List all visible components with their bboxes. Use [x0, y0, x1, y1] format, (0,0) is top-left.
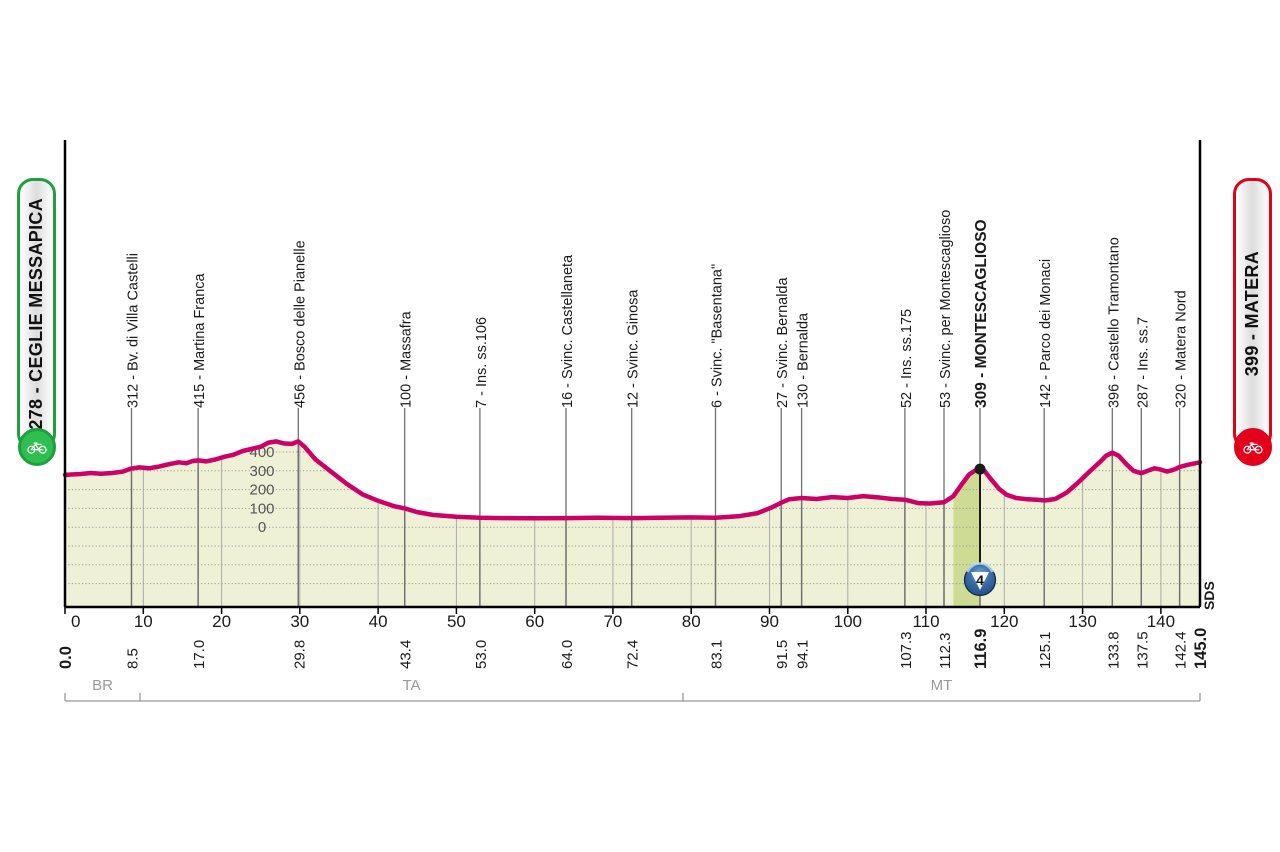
svg-text:0: 0 [258, 519, 266, 536]
svg-text:80: 80 [682, 612, 701, 631]
svg-text:125.1: 125.1 [1037, 631, 1054, 669]
svg-text:100 - Massafra: 100 - Massafra [399, 310, 415, 408]
svg-text:53 - Svinc. per Montescaglioso: 53 - Svinc. per Montescaglioso [938, 210, 954, 408]
svg-text:52 - Ins. ss.175: 52 - Ins. ss.175 [899, 309, 915, 408]
svg-text:8.5: 8.5 [125, 648, 142, 669]
svg-text:100: 100 [249, 500, 274, 517]
svg-text:16 - Svinc. Castellaneta: 16 - Svinc. Castellaneta [560, 254, 576, 408]
svg-text:7 - Ins. ss.106: 7 - Ins. ss.106 [474, 317, 490, 408]
svg-text:0.0: 0.0 [57, 646, 75, 669]
svg-text:130: 130 [1068, 612, 1096, 631]
svg-text:20: 20 [212, 612, 231, 631]
svg-text:142 - Parco dei Monaci: 142 - Parco dei Monaci [1038, 259, 1054, 408]
svg-text:100: 100 [834, 612, 862, 631]
svg-text:456 - Bosco delle Pianelle: 456 - Bosco delle Pianelle [292, 240, 308, 408]
svg-text:133.8: 133.8 [1105, 631, 1122, 669]
svg-text:30: 30 [290, 612, 309, 631]
svg-text:320 - Matera Nord: 320 - Matera Nord [1174, 290, 1190, 408]
svg-text:TA: TA [402, 677, 420, 694]
svg-text:300: 300 [249, 463, 274, 480]
svg-text:130 - Bernalda: 130 - Bernalda [796, 312, 812, 408]
svg-text:MT: MT [931, 677, 953, 694]
svg-text:70: 70 [603, 612, 622, 631]
svg-text:110: 110 [912, 612, 939, 631]
svg-text:200: 200 [249, 482, 274, 499]
svg-text:BR: BR [92, 677, 113, 694]
svg-text:140: 140 [1147, 612, 1175, 631]
svg-text:145.0: 145.0 [1192, 628, 1210, 669]
svg-text:17.0: 17.0 [191, 640, 208, 669]
svg-text:415 - Martina Franca: 415 - Martina Franca [192, 272, 208, 408]
svg-text:12 - Svinc. Ginosa: 12 - Svinc. Ginosa [626, 289, 642, 408]
svg-text:287 - Ins. ss.7: 287 - Ins. ss.7 [1135, 317, 1151, 408]
svg-text:91.5: 91.5 [774, 640, 791, 669]
svg-text:50: 50 [447, 612, 466, 631]
svg-text:SDS: SDS [1201, 581, 1217, 610]
svg-text:142.4: 142.4 [1173, 631, 1190, 669]
svg-text:137.5: 137.5 [1134, 631, 1151, 669]
svg-text:4: 4 [976, 572, 984, 588]
svg-text:107.3: 107.3 [898, 631, 915, 669]
svg-text:120: 120 [990, 612, 1018, 631]
svg-text:396 - Castello Tramontano: 396 - Castello Tramontano [1106, 237, 1122, 408]
svg-text:94.1: 94.1 [795, 640, 812, 669]
svg-text:10: 10 [134, 612, 153, 631]
svg-text:309 - MONTESCAGLIOSO: 309 - MONTESCAGLIOSO [973, 219, 990, 408]
svg-text:64.0: 64.0 [559, 640, 576, 669]
svg-text:53.0: 53.0 [473, 640, 490, 669]
svg-text:6 - Svinc. "Basentana": 6 - Svinc. "Basentana" [710, 264, 726, 408]
svg-text:112.3: 112.3 [937, 633, 954, 669]
svg-text:312 - Bv. di Villa Castelli: 312 - Bv. di Villa Castelli [126, 253, 142, 408]
svg-text:60: 60 [525, 612, 544, 631]
svg-text:116.9: 116.9 [972, 629, 990, 669]
svg-text:83.1: 83.1 [709, 640, 726, 669]
svg-text:29.8: 29.8 [291, 640, 308, 669]
svg-text:0: 0 [71, 612, 80, 631]
svg-text:72.4: 72.4 [625, 640, 642, 669]
svg-text:40: 40 [369, 612, 388, 631]
svg-text:43.4: 43.4 [398, 640, 415, 669]
svg-text:90: 90 [760, 612, 779, 631]
svg-text:27 - Svinc. Bernalda: 27 - Svinc. Bernalda [775, 276, 791, 408]
